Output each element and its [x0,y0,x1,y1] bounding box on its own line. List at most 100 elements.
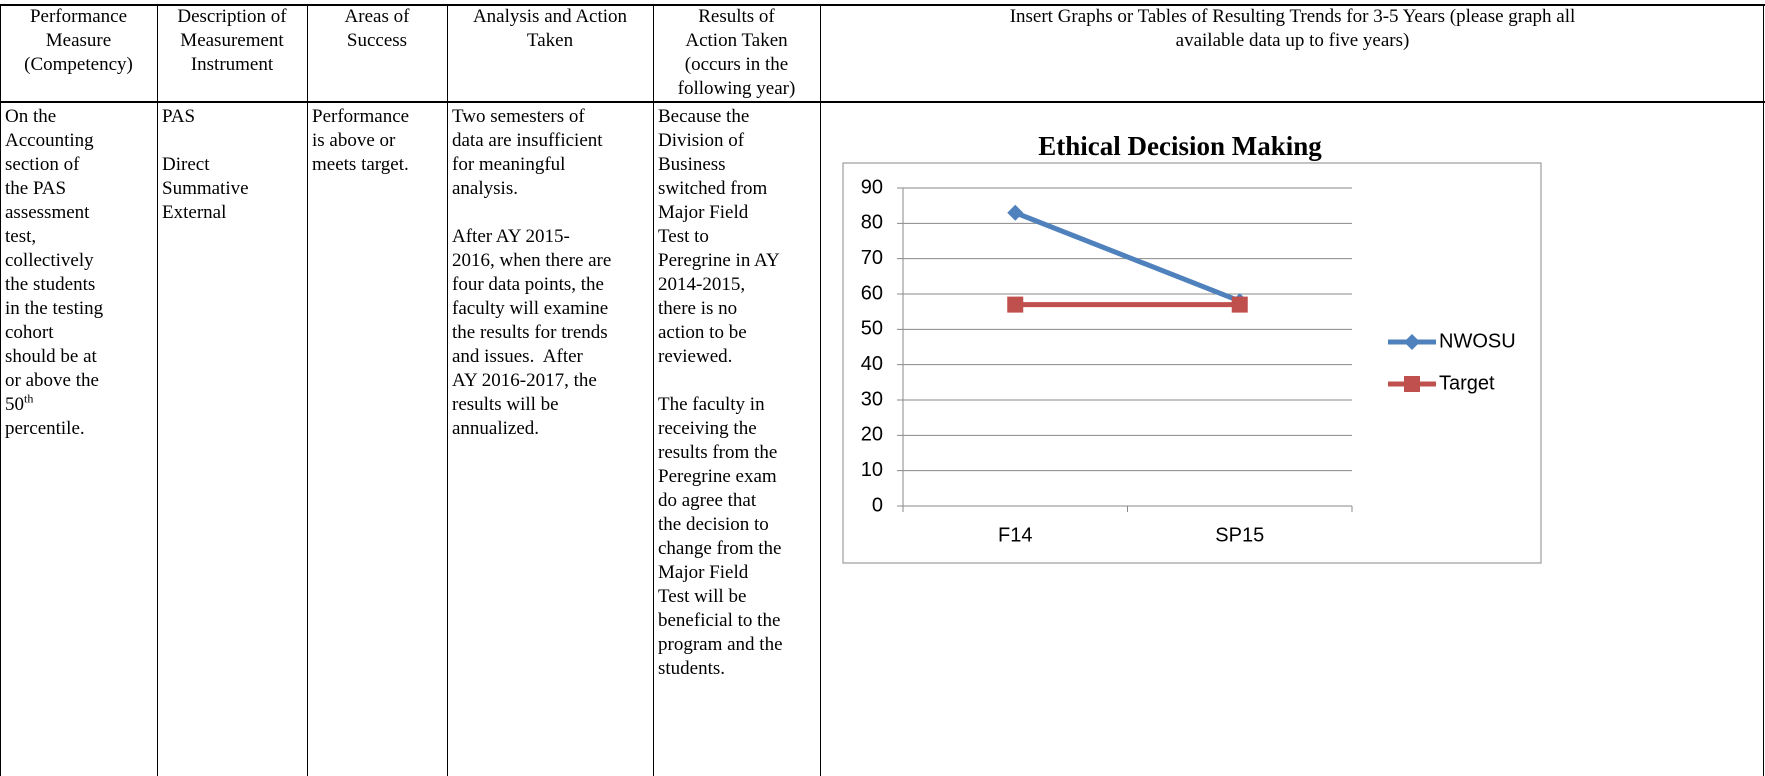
y-tick-label: 90 [861,176,883,198]
cell-text: Peregrine exam [658,466,777,487]
cell-text: Because the [658,106,750,127]
cell-text: 50th [5,393,33,417]
y-tick-label: 60 [861,282,883,304]
column-border [653,4,654,776]
x-tick-label: SP15 [1215,524,1264,546]
header-text: following year) [677,78,796,99]
legend-label: NWOSU [1439,330,1516,352]
cell-text: PAS [162,106,196,127]
chart-title: Ethical Decision Making [1038,131,1322,161]
header-text: Areas of [344,6,410,27]
cell-text: percentile. [5,418,85,439]
cell-text: program and the [658,634,783,655]
y-tick-label: 70 [861,247,883,269]
y-tick-label: 0 [872,494,883,516]
cell-text: change from the [658,538,782,559]
column-border [820,4,821,776]
header-text: Instrument [190,54,274,75]
x-tick-label: F14 [998,524,1032,546]
data-point [1007,296,1024,313]
header-text: Analysis and Action [472,6,628,27]
legend-label: Target [1439,372,1495,394]
column-border [1763,4,1764,776]
cell-text: the PAS [5,178,67,199]
cell-text: and issues. After [452,346,583,367]
superscript: th [24,391,34,406]
cell-text: 50 [5,394,24,415]
cell-text: 2016, when there are [452,250,612,271]
cell-text: data are insufficient [452,130,603,151]
legend-marker [1404,334,1420,350]
cell-text: annualized. [452,418,540,439]
header-text: Measurement [180,30,284,51]
cell-text: On the [5,106,57,127]
data-point [1231,296,1248,313]
legend-marker [1404,376,1420,392]
cell-text: section of [5,154,80,175]
y-tick-label: 50 [861,318,883,340]
data-point [1007,204,1024,221]
cell-text: The faculty in [658,394,765,415]
y-tick-label: 80 [861,212,883,234]
cell-text: Business [658,154,726,175]
cell-text: Major Field [658,202,749,223]
cell-text: assessment [5,202,90,223]
cell-text: Major Field [658,562,749,583]
column-border [0,4,1,776]
y-tick-label: 10 [861,459,883,481]
cell-text: collectively [5,250,94,271]
cell-text: After AY 2015- [452,226,570,247]
y-tick-label: 20 [861,424,883,446]
cell-text: should be at [5,346,97,367]
header-text: Description of [177,6,287,27]
cell-text: cohort [5,322,54,343]
cell-text: Division of [658,130,745,151]
cell-text: 2014-2015, [658,274,746,295]
cell-text: results from the [658,442,778,463]
cell-text: the decision to [658,514,769,535]
header-text: Insert Graphs or Tables of Resulting Tre… [1009,6,1576,27]
cell-text: is above or [312,130,396,151]
cell-text: Peregrine in AY [658,250,780,271]
cell-text: reviewed. [658,346,733,367]
header-text: Measure [45,30,112,51]
cell-text: there is no [658,298,738,319]
cell-text: beneficial to the [658,610,781,631]
chart-frame [842,162,1542,564]
cell-text: Accounting [5,130,94,151]
cell-text: Performance [312,106,410,127]
header-text: Taken [526,30,574,51]
cell-text: receiving the [658,418,757,439]
cell-text: External [162,202,227,223]
cell-text: do agree that [658,490,757,511]
cell-text: Test will be [658,586,747,607]
cell-text: switched from [658,178,768,199]
cell-text: test, [5,226,37,247]
header-text: available data up to five years) [1175,30,1410,51]
cell-text: results will be [452,394,559,415]
header-text: Results of [698,6,775,27]
header-text: (occurs in the [684,54,789,75]
cell-text: for meaningful [452,154,566,175]
cell-text: meets target. [312,154,409,175]
cell-text: the results for trends [452,322,608,343]
header-text: (Competency) [24,54,133,75]
column-border [157,4,158,776]
cell-text: four data points, the [452,274,604,295]
column-border [447,4,448,776]
cell-text: action to be [658,322,747,343]
table-border [0,101,1765,103]
cell-text: Summative [162,178,249,199]
header-text: Performance [29,6,128,27]
header-text: Success [346,30,408,51]
cell-text: the students [5,274,96,295]
cell-text: in the testing [5,298,104,319]
cell-text: Two semesters of [452,106,585,127]
cell-text: Test to [658,226,709,247]
header-text: Action Taken [685,30,788,51]
y-tick-label: 30 [861,388,883,410]
cell-text: Direct [162,154,210,175]
series-line [1014,210,1241,304]
